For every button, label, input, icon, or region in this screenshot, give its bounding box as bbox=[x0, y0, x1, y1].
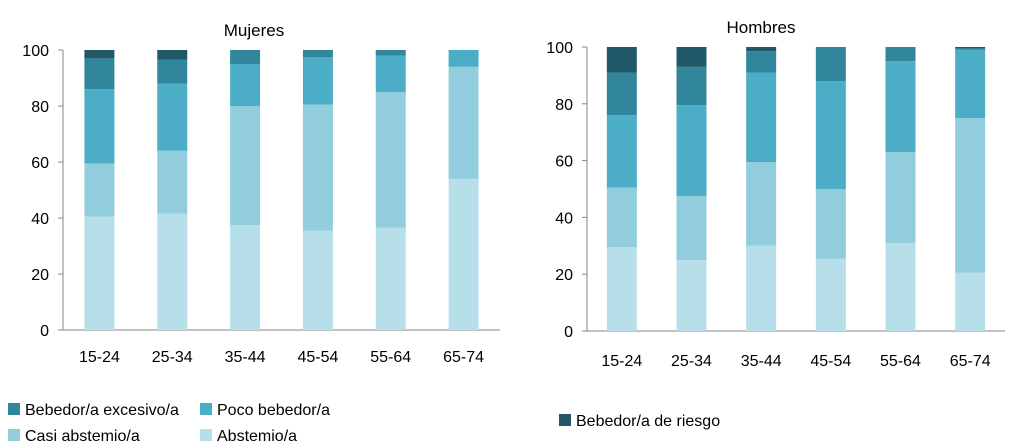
chart-mujeres: Mujeres 0 20 40 60 80 100 15-24 25-34 35-44 45-54… bbox=[22, 21, 500, 366]
legend-item: Bebedor/a excesivo/a bbox=[8, 402, 179, 419]
bar-segment bbox=[606, 72, 637, 116]
legend: Bebedor/a excesivo/a Poco bebedor/a Casi a… bbox=[8, 402, 720, 445]
legend-swatch bbox=[8, 429, 20, 441]
bar-segment bbox=[746, 245, 777, 331]
bar-segment bbox=[448, 178, 479, 330]
bar-segment bbox=[230, 64, 261, 106]
bar-segment bbox=[302, 50, 333, 57]
y-tick-label: 40 bbox=[31, 211, 49, 228]
legend-item: Casi abstemio/a bbox=[8, 428, 140, 445]
bar-segment bbox=[375, 50, 406, 56]
legend-label: Poco bebedor/a bbox=[217, 402, 330, 419]
bar-segment bbox=[815, 258, 846, 331]
y-tick-label: 20 bbox=[555, 267, 573, 284]
bar-segment bbox=[84, 216, 115, 330]
y-tick-label: 60 bbox=[31, 155, 49, 172]
bar-segment bbox=[746, 162, 777, 246]
bar-segment bbox=[375, 92, 406, 228]
y-tick-label: 0 bbox=[564, 324, 573, 341]
chart-title-hombres: Hombres bbox=[727, 18, 796, 37]
bar-segment bbox=[815, 189, 846, 259]
bar-segment bbox=[606, 247, 637, 331]
x-tick-label: 15-24 bbox=[79, 349, 120, 366]
bar-segment bbox=[230, 50, 261, 64]
bar-segment bbox=[230, 225, 261, 330]
bar-segment bbox=[375, 227, 406, 330]
bar-segment bbox=[606, 187, 637, 248]
x-tick-label: 65-74 bbox=[950, 353, 991, 370]
bar-segment bbox=[606, 47, 637, 73]
bar-segment bbox=[448, 66, 479, 179]
x-tick-label: 45-54 bbox=[810, 353, 851, 370]
bar-segment bbox=[955, 47, 986, 49]
legend-item: Poco bebedor/a bbox=[200, 402, 330, 419]
bar-segment bbox=[157, 83, 188, 151]
bar-segment bbox=[606, 115, 637, 188]
legend-swatch bbox=[200, 403, 212, 415]
bar-segment bbox=[676, 260, 707, 331]
x-tick-label: 15-24 bbox=[601, 353, 642, 370]
bar-segment bbox=[746, 51, 777, 73]
y-tick-label: 40 bbox=[555, 210, 573, 227]
legend-label: Bebedor/a de riesgo bbox=[576, 413, 720, 430]
y-tick-label: 80 bbox=[31, 99, 49, 116]
bar-segment bbox=[302, 230, 333, 330]
legend-label: Abstemio/a bbox=[217, 428, 297, 445]
bar-segment bbox=[375, 55, 406, 92]
bar-segment bbox=[815, 47, 846, 82]
bar-segment bbox=[955, 118, 986, 273]
bar-segment bbox=[676, 47, 707, 67]
bar-segment bbox=[955, 48, 986, 50]
x-tick-label: 35-44 bbox=[225, 349, 266, 366]
bar-segment bbox=[84, 58, 115, 90]
bar-segment bbox=[230, 106, 261, 225]
bar-segment bbox=[302, 104, 333, 231]
bar-segment bbox=[84, 163, 115, 217]
legend-label: Bebedor/a excesivo/a bbox=[25, 402, 179, 419]
bar-segment bbox=[676, 105, 707, 197]
bar-segment bbox=[676, 196, 707, 260]
bar-segment bbox=[746, 47, 777, 52]
bar-segment bbox=[885, 242, 916, 331]
bar-segment bbox=[885, 152, 916, 243]
legend-label: Casi abstemio/a bbox=[25, 428, 140, 445]
bar-segment bbox=[676, 66, 707, 106]
legend-item: Abstemio/a bbox=[200, 428, 297, 445]
x-tick-label: 55-64 bbox=[370, 349, 411, 366]
bar-segment bbox=[955, 49, 986, 119]
bar-segment bbox=[157, 213, 188, 330]
y-tick-label: 80 bbox=[555, 97, 573, 114]
bar-segment bbox=[885, 47, 916, 62]
y-tick-label: 100 bbox=[546, 40, 573, 57]
y-tick-label: 100 bbox=[22, 43, 49, 60]
x-tick-label: 35-44 bbox=[741, 353, 782, 370]
y-tick-label: 0 bbox=[40, 323, 49, 340]
y-tick-label: 20 bbox=[31, 267, 49, 284]
x-tick-label: 25-34 bbox=[152, 349, 193, 366]
x-tick-label: 25-34 bbox=[671, 353, 712, 370]
chart-title-mujeres: Mujeres bbox=[224, 21, 284, 40]
x-tick-label: 65-74 bbox=[443, 349, 484, 366]
legend-item: Bebedor/a de riesgo bbox=[559, 413, 720, 430]
legend-swatch bbox=[8, 403, 20, 415]
legend-swatch bbox=[559, 414, 571, 426]
bar-segment bbox=[157, 50, 188, 60]
bar-segment bbox=[885, 61, 916, 153]
bar-segment bbox=[157, 150, 188, 214]
bar-segment bbox=[448, 50, 479, 67]
y-tick-label: 60 bbox=[555, 154, 573, 171]
bar-segment bbox=[302, 57, 333, 105]
chart-hombres: Hombres 0 20 40 60 80 100 15-24 25-34 35-44 45-54… bbox=[546, 18, 1005, 370]
x-tick-label: 45-54 bbox=[297, 349, 338, 366]
legend-swatch bbox=[200, 429, 212, 441]
x-tick-label: 55-64 bbox=[880, 353, 921, 370]
bar-segment bbox=[157, 59, 188, 84]
bar-segment bbox=[955, 272, 986, 331]
bar-segment bbox=[84, 89, 115, 164]
bar-segment bbox=[84, 50, 115, 59]
bar-segment bbox=[815, 81, 846, 189]
bar-segment bbox=[746, 72, 777, 163]
